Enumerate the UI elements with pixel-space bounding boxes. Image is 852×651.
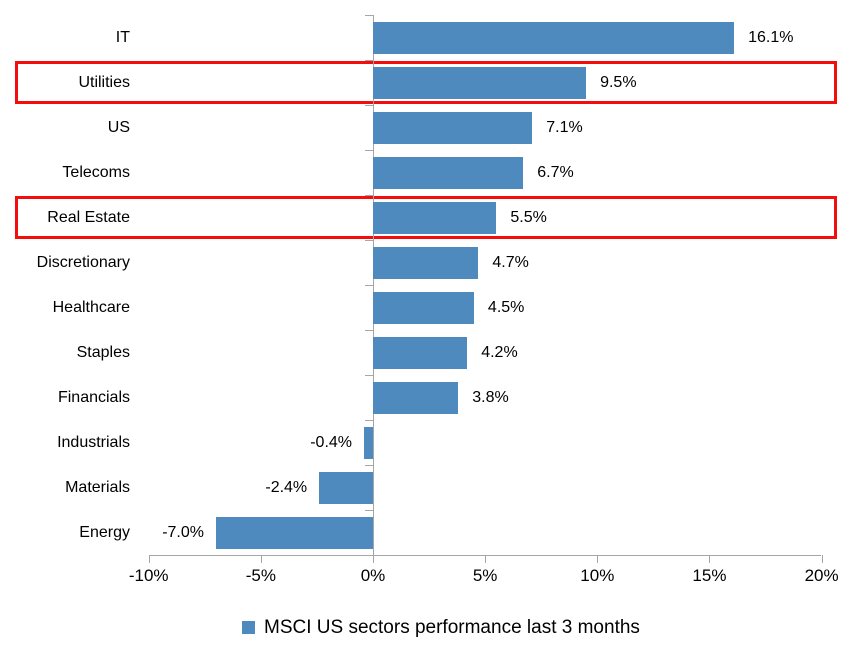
legend-label: MSCI US sectors performance last 3 month… [264,617,640,638]
category-label-it: IT [115,28,130,46]
category-label-real-estate: Real Estate [47,208,130,226]
category-boundary-tick [365,285,373,286]
category-label-telecoms: Telecoms [62,163,130,181]
category-label-financials: Financials [57,388,130,406]
category-boundary-tick [365,60,373,61]
value-label-utilities: 9.5% [600,73,637,91]
value-label-telecoms: 6.7% [537,163,574,181]
x-axis-tick [485,555,487,563]
bar-utilities [373,66,587,99]
bar-staples [373,336,468,369]
value-label-us: 7.1% [546,118,583,136]
category-boundary-tick [365,105,373,106]
category-boundary-tick [365,330,373,331]
value-label-industrials: -0.4% [310,433,353,451]
x-axis-tick [709,555,711,563]
x-axis-tick [597,555,599,563]
zero-axis-line [373,15,374,563]
value-label-it: 16.1% [748,28,794,46]
bar-telecoms [373,156,524,189]
bar-it [373,21,735,54]
x-axis-label: 15% [692,566,727,585]
highlight-box-utilities [15,61,837,104]
x-axis-tick [260,555,262,563]
bar-financials [373,381,459,414]
value-label-discretionary: 4.7% [492,253,529,271]
category-boundary-tick [365,195,373,196]
value-label-real-estate: 5.5% [510,208,547,226]
category-boundary-tick [365,375,373,376]
x-axis-line [148,555,822,556]
category-boundary-tick [365,15,373,16]
category-boundary-tick [365,420,373,421]
value-label-materials: -2.4% [265,478,308,496]
category-boundary-tick [365,150,373,151]
x-axis-tick [148,555,150,563]
category-label-staples: Staples [76,343,130,361]
category-label-materials: Materials [65,478,130,496]
category-boundary-tick [365,465,373,466]
category-label-discretionary: Discretionary [36,253,130,271]
bar-energy [215,516,373,549]
bar-discretionary [373,246,479,279]
value-label-healthcare: 4.5% [487,298,525,316]
category-label-healthcare: Healthcare [52,298,130,316]
x-axis-label: 0% [360,566,386,585]
bar-industrials [364,426,373,459]
category-label-us: US [107,118,130,136]
legend: MSCI US sectors performance last 3 month… [242,617,640,638]
value-label-staples: 4.2% [481,343,518,361]
legend-swatch-icon [242,621,255,634]
x-axis-tick [373,555,374,563]
x-axis-label: -5% [245,566,276,585]
x-axis-tick [821,555,823,563]
category-boundary-tick [365,240,373,241]
x-axis-label: -10% [128,566,169,585]
x-axis-label: 20% [804,566,839,585]
bar-materials [319,471,373,504]
value-label-financials: 3.8% [472,388,509,406]
x-axis-label: 10% [580,566,615,585]
category-label-energy: Energy [79,523,130,541]
bar-us [373,111,533,144]
highlight-box-real-estate [15,196,837,239]
category-label-industrials: Industrials [57,433,130,451]
bar-healthcare [373,291,474,324]
category-boundary-tick [365,510,373,511]
value-label-energy: -7.0% [162,523,204,541]
category-label-utilities: Utilities [78,73,130,91]
bar-real-estate [373,201,497,234]
x-axis-label: 5% [472,566,498,585]
